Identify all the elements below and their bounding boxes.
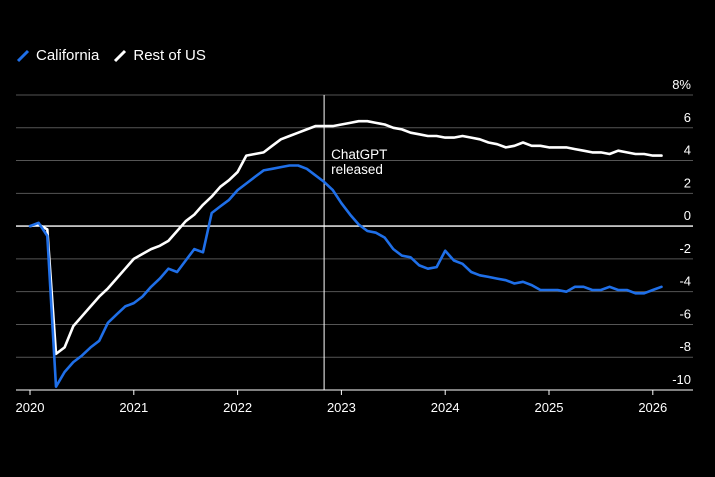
annotation-line-text: released (331, 162, 383, 177)
legend-label-california: California (36, 47, 100, 64)
legend-label-rest-of-us: Rest of US (133, 47, 206, 64)
y-tick-label: 4 (684, 143, 691, 158)
annotation-line-text: ChatGPT (331, 147, 387, 162)
y-tick-label: -2 (679, 241, 691, 256)
y-tick-label: -8 (679, 339, 691, 354)
legend-swatch-california (16, 49, 30, 62)
y-tick-label: -4 (679, 274, 691, 289)
series-line-rest-of-us (28, 119, 663, 356)
x-tick-label: 2020 (16, 400, 45, 415)
x-tick-label: 2026 (638, 400, 667, 415)
y-tick-label: -10 (672, 372, 691, 387)
x-tick-label: 2025 (535, 400, 564, 415)
legend-item-rest-of-us: Rest of US (113, 47, 206, 64)
x-tick-label: 2023 (327, 400, 356, 415)
annotation-text: ChatGPT released (331, 147, 387, 177)
y-tick-label: 2 (684, 175, 691, 190)
x-tick-label: 2024 (431, 400, 460, 415)
y-tick-label: -6 (679, 306, 691, 321)
y-tick-label: 0 (684, 208, 691, 223)
y-tick-label: 8% (672, 77, 691, 92)
legend-swatch-rest-of-us (114, 49, 127, 62)
legend: California Rest of US (16, 47, 206, 64)
x-tick-label: 2021 (119, 400, 148, 415)
y-tick-label: 6 (684, 110, 691, 125)
series-line-california (28, 164, 663, 389)
x-tick-label: 2022 (223, 400, 252, 415)
legend-item-california: California (16, 47, 99, 64)
